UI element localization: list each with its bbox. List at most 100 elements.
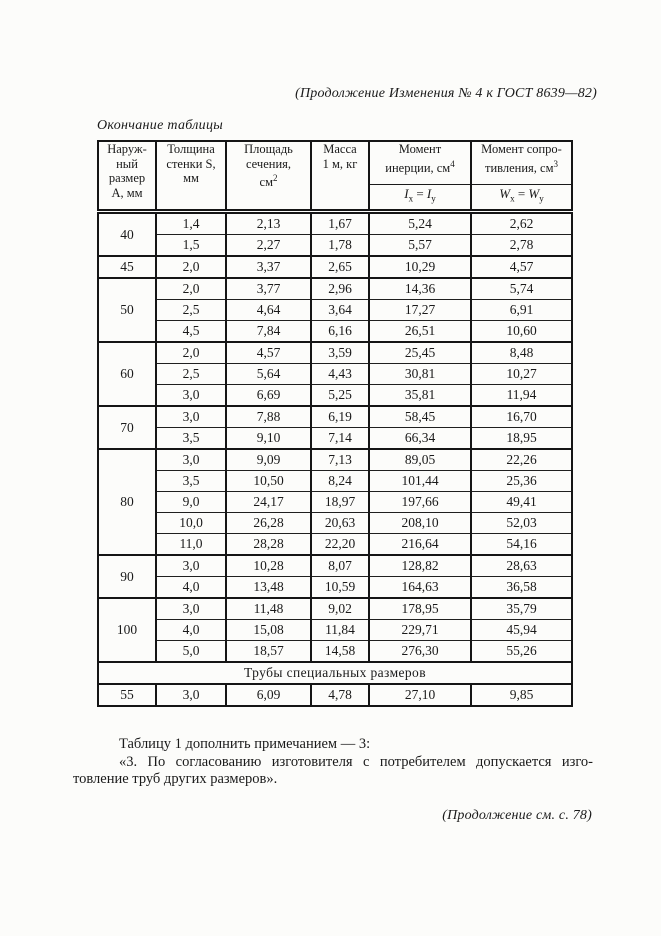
value-cell: 276,30 xyxy=(368,640,471,662)
header-wall-thickness: Толщина стенки S, мм xyxy=(155,141,226,212)
value-cell: 2,96 xyxy=(310,277,369,300)
value-cell: 17,27 xyxy=(368,299,471,321)
header-mass: Масса 1 м, кг xyxy=(310,141,369,212)
value-cell: 16,70 xyxy=(470,405,572,428)
value-cell: 3,77 xyxy=(225,277,311,300)
special-section-row: Трубы специальных размеров xyxy=(97,661,572,684)
note-line-1: Таблицу 1 дополнить примечанием — 3: xyxy=(119,736,371,752)
value-cell: 11,84 xyxy=(310,619,369,641)
table-row: 4,0 15,08 11,84 229,71 45,94 xyxy=(98,619,572,641)
value-cell: 2,0 xyxy=(155,277,226,300)
value-cell: 54,16 xyxy=(470,533,572,555)
outer-size-cell: 55 xyxy=(97,683,156,706)
outer-size-cell: 90 xyxy=(97,554,156,598)
special-section-title: Трубы специальных размеров xyxy=(97,661,572,684)
value-cell: 1,78 xyxy=(310,234,369,256)
value-cell: 9,85 xyxy=(470,683,572,706)
header-section-area: Площадь сечения, см2 xyxy=(225,141,311,212)
value-cell: 3,37 xyxy=(225,255,311,278)
outer-size-cell: 60 xyxy=(97,341,156,406)
table-row: 3,5 9,10 7,14 66,34 18,95 xyxy=(98,427,572,449)
value-cell: 3,0 xyxy=(155,597,226,620)
value-cell: 28,28 xyxy=(225,533,311,555)
table-caption: Окончание таблицы xyxy=(97,118,224,133)
value-cell: 1,5 xyxy=(155,234,226,256)
header-resistance: Момент сопро-тивления, см3 xyxy=(470,141,572,185)
value-cell: 7,14 xyxy=(310,427,369,449)
header-inertia-sub: Ix = Iy xyxy=(368,184,471,212)
note-line-3: товление труб других размеров». xyxy=(73,771,278,787)
value-cell: 2,65 xyxy=(310,255,369,278)
value-cell: 2,78 xyxy=(470,234,572,256)
value-cell: 22,26 xyxy=(470,448,572,471)
value-cell: 2,13 xyxy=(225,210,311,235)
value-cell: 197,66 xyxy=(368,491,471,513)
table-row: 4,5 7,84 6,16 26,51 10,60 xyxy=(98,320,572,342)
value-cell: 10,59 xyxy=(310,576,369,598)
pipes-table: Наруж-ный размер А, мм Толщина стенки S, мм … xyxy=(97,140,573,707)
value-cell: 35,81 xyxy=(368,384,471,406)
table-header: Наруж-ный размер А, мм Толщина стенки S, мм … xyxy=(97,141,572,212)
value-cell: 10,60 xyxy=(470,320,572,342)
table-row: 10,0 26,28 20,63 208,10 52,03 xyxy=(98,512,572,534)
value-cell: 178,95 xyxy=(368,597,471,620)
value-cell: 26,28 xyxy=(225,512,311,534)
outer-size-cell: 70 xyxy=(97,405,156,449)
value-cell: 66,34 xyxy=(368,427,471,449)
note-line-2: «3. По согласованию изготовителя с потре… xyxy=(119,753,593,770)
value-cell: 4,0 xyxy=(155,576,226,598)
value-cell: 4,43 xyxy=(310,363,369,385)
value-cell: 11,0 xyxy=(155,533,226,555)
value-cell: 18,57 xyxy=(225,640,311,662)
value-cell: 2,0 xyxy=(155,255,226,278)
value-cell: 2,0 xyxy=(155,341,226,364)
value-cell: 58,45 xyxy=(368,405,471,428)
value-cell: 3,0 xyxy=(155,554,226,577)
value-cell: 4,64 xyxy=(225,299,311,321)
value-cell: 5,25 xyxy=(310,384,369,406)
value-cell: 9,0 xyxy=(155,491,226,513)
table-row: 55 3,0 6,09 4,78 27,10 9,85 xyxy=(97,683,572,706)
value-cell: 4,57 xyxy=(225,341,311,364)
value-cell: 18,97 xyxy=(310,491,369,513)
table-row: 11,0 28,28 22,20 216,64 54,16 xyxy=(98,533,572,555)
value-cell: 27,10 xyxy=(368,683,471,706)
value-cell: 20,63 xyxy=(310,512,369,534)
value-cell: 4,57 xyxy=(470,255,572,278)
value-cell: 6,09 xyxy=(225,683,311,706)
table-row: 90 3,0 10,28 8,07 128,82 28,63 xyxy=(97,554,572,598)
value-cell: 128,82 xyxy=(368,554,471,577)
value-cell: 11,48 xyxy=(225,597,311,620)
table-row: 2,5 4,64 3,64 17,27 6,91 xyxy=(98,299,572,321)
outer-size-cell: 100 xyxy=(97,597,156,662)
value-cell: 52,03 xyxy=(470,512,572,534)
value-cell: 3,0 xyxy=(155,384,226,406)
value-cell: 14,58 xyxy=(310,640,369,662)
value-cell: 49,41 xyxy=(470,491,572,513)
value-cell: 101,44 xyxy=(368,470,471,492)
value-cell: 10,0 xyxy=(155,512,226,534)
value-cell: 229,71 xyxy=(368,619,471,641)
value-cell: 2,5 xyxy=(155,363,226,385)
table-row: 50 2,0 3,77 2,96 14,36 5,74 xyxy=(97,277,572,342)
value-cell: 2,27 xyxy=(225,234,311,256)
value-cell: 18,95 xyxy=(470,427,572,449)
value-cell: 13,48 xyxy=(225,576,311,598)
value-cell: 4,5 xyxy=(155,320,226,342)
table-row: 9,0 24,17 18,97 197,66 49,41 xyxy=(98,491,572,513)
value-cell: 3,5 xyxy=(155,427,226,449)
value-cell: 6,69 xyxy=(225,384,311,406)
value-cell: 1,67 xyxy=(310,210,369,235)
table-body: 40 1,4 2,13 1,67 5,24 2,62 1,5 2,27 1,78 5,57 2,78… xyxy=(97,210,572,706)
outer-size-cell: 45 xyxy=(97,255,156,278)
value-cell: 6,16 xyxy=(310,320,369,342)
value-cell: 3,59 xyxy=(310,341,369,364)
value-cell: 10,29 xyxy=(368,255,471,278)
outer-size-cell: 80 xyxy=(97,448,156,555)
header-resistance-sub: Wx = Wy xyxy=(470,184,572,212)
value-cell: 9,09 xyxy=(225,448,311,471)
value-cell: 26,51 xyxy=(368,320,471,342)
value-cell: 4,78 xyxy=(310,683,369,706)
value-cell: 89,05 xyxy=(368,448,471,471)
value-cell: 9,10 xyxy=(225,427,311,449)
